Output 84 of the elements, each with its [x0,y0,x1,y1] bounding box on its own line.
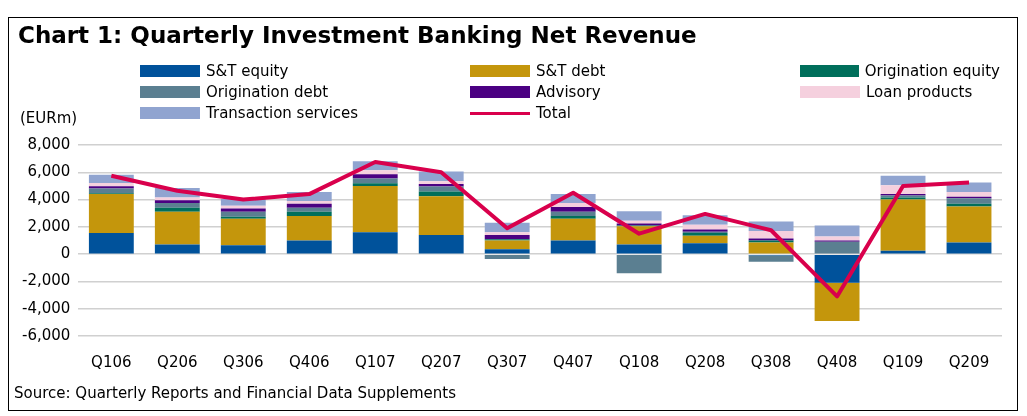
bar [418,196,464,236]
bar [220,216,266,219]
bar [484,235,530,240]
x-tick-label: Q107 [355,352,396,371]
bar [220,218,266,246]
bar [220,211,266,217]
bar [154,211,200,245]
x-tick-label: Q206 [157,352,198,371]
y-tick-label: 6,000 [27,162,71,181]
bar [550,240,596,254]
bar [352,174,398,179]
bar [616,254,662,274]
x-tick-label: Q407 [552,352,594,371]
x-tick-label: Q207 [421,352,462,371]
x-tick-label: Q109 [882,352,924,371]
chart-title: Chart 1: Quarterly Investment Banking Net Revenue [18,22,697,48]
bar [352,232,398,254]
bar [814,241,860,254]
bar [484,232,530,236]
bar [946,242,992,254]
bar [352,183,398,186]
x-tick-label: Q306 [223,352,264,371]
bar [616,211,662,221]
y-axis-title: (EURm) [20,109,78,127]
bar [946,192,992,197]
bar [682,243,728,254]
bar [550,207,596,212]
bar [550,215,596,219]
x-tick-label: Q108 [618,352,660,371]
bar [550,211,596,216]
bar [484,254,530,259]
bar [484,249,530,254]
bar [880,199,926,251]
bar [814,236,860,241]
bar [484,240,530,250]
x-tick-label: Q307 [486,352,528,371]
bar [286,240,332,254]
x-tick-label: Q208 [684,352,726,371]
y-tick-label: 4,000 [27,189,71,208]
bar [286,207,332,212]
bar [88,188,134,194]
bar [814,225,860,237]
y-tick-label: -2,000 [22,271,71,290]
bar [286,203,332,208]
y-tick-label: 2,000 [27,216,71,235]
bar [748,255,794,262]
bar [154,244,200,254]
bar [946,206,992,243]
legend-label: Advisory [536,83,601,101]
y-tick-label: 8,000 [27,134,71,153]
bar [418,235,464,254]
x-tick-label: Q106 [91,352,132,371]
legend-label: S&T debt [536,62,606,80]
bar [286,200,332,204]
y-tick-label: -4,000 [22,298,71,317]
legend-label: Total [536,104,572,122]
bar [352,178,398,184]
bar [154,202,200,208]
bar [286,215,332,241]
bar [154,207,200,212]
bar [220,245,266,254]
x-tick-label: Q308 [750,352,792,371]
legend-label: Origination equity [864,62,1000,80]
bar [352,185,398,233]
bar [946,198,992,204]
bar [682,224,728,230]
x-tick-label: Q408 [816,352,858,371]
bar [88,186,134,189]
legend-label: Transaction services [206,104,359,122]
bar [418,191,464,197]
source-note: Source: Quarterly Reports and Financial Data Supplements [14,384,456,402]
bar [286,211,332,216]
y-tick-label: 0 [60,244,71,263]
bar [682,235,728,244]
bar [88,233,134,254]
x-tick-label: Q406 [289,352,330,371]
bar [616,244,662,254]
legend-label: Loan products [866,83,973,101]
legend-label: S&T equity [206,62,289,80]
x-tick-label: Q209 [948,352,990,371]
y-tick-label: -6,000 [22,325,71,344]
legend-label: Origination debt [206,83,329,101]
bar [88,194,134,233]
bar [550,218,596,241]
